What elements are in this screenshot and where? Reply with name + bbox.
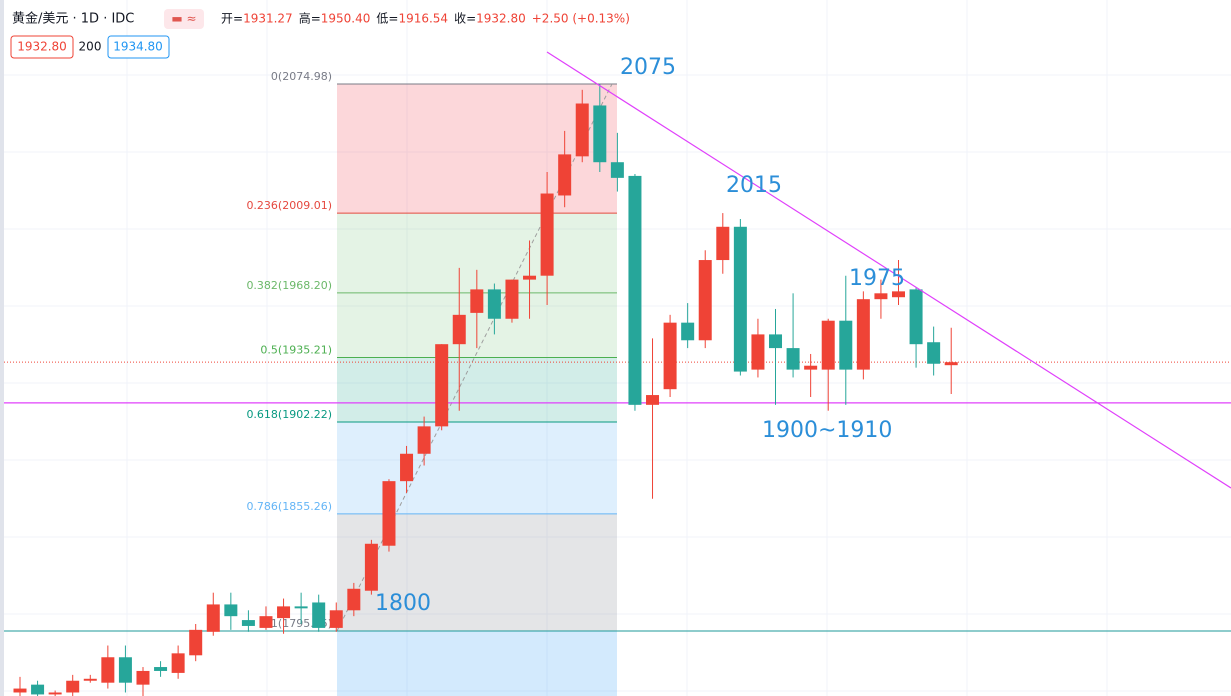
fib-zone [337, 630, 617, 696]
candle-body [259, 616, 273, 628]
candle-body [909, 289, 923, 345]
candle-body [874, 293, 888, 300]
candle-body [101, 657, 115, 683]
trendline [546, 51, 1231, 489]
candle-body [769, 334, 783, 349]
change: +2.50 (+0.13%) [532, 12, 630, 26]
candle-body [733, 226, 747, 372]
annotation: 2015 [726, 173, 782, 198]
candle-body [277, 606, 291, 619]
candle-body [417, 426, 431, 454]
field-value: 1931.27 [243, 12, 293, 26]
candle-body [628, 175, 642, 405]
annotation: 2075 [620, 55, 676, 80]
candle-body [610, 162, 624, 178]
left-edge [0, 0, 4, 696]
candle-body [646, 395, 660, 405]
field-value: 1950.40 [321, 12, 371, 26]
candle-body [435, 344, 449, 427]
candle-body [470, 289, 484, 313]
field-label: 高= [299, 11, 321, 26]
candle-body [487, 289, 501, 319]
field-label: 低= [376, 12, 398, 26]
field-value: 1932.80 [476, 12, 526, 26]
fib-label: 0.236(2009.01) [246, 199, 332, 212]
ask-badge[interactable] [107, 35, 170, 59]
compare-icon: ▬ ≈ [171, 12, 196, 26]
candle-body [523, 275, 537, 280]
header: 黄金/美元 · 1D · IDC ▬ ≈ 开= 1931.27 高= 1950.40 低… [10, 9, 630, 59]
fib-label: 0(2074.98) [271, 70, 332, 83]
candle-body [804, 365, 818, 370]
compare-button[interactable] [164, 9, 204, 29]
candle-body [698, 260, 712, 341]
candle-body [575, 103, 589, 157]
candle-body [171, 653, 185, 673]
fib-zone [337, 357, 617, 423]
candle-body [31, 684, 45, 695]
candle-body [839, 320, 853, 370]
fib-label: 0.382(1968.20) [246, 279, 332, 292]
candle-body [364, 543, 378, 591]
bid-value: 1932.80 [17, 40, 67, 54]
fib-label: 0.618(1902.22) [246, 408, 332, 421]
candle-body [927, 342, 941, 364]
candle-body [241, 620, 255, 626]
candle-body [716, 226, 730, 261]
fib-zone [337, 422, 617, 514]
spread: 200 [79, 40, 102, 54]
bid-badge[interactable] [10, 35, 74, 59]
candle-body [13, 688, 27, 693]
candle-body [786, 348, 800, 370]
candle-body [821, 320, 835, 370]
candle-body [118, 657, 132, 683]
candle-body [294, 606, 308, 609]
candle-body [681, 322, 695, 341]
candle-body [66, 680, 80, 693]
candle-body [558, 154, 572, 196]
candle-body [83, 678, 97, 681]
candle-body [892, 291, 905, 298]
candle-body [347, 588, 361, 611]
candle-body [48, 692, 62, 695]
fib-label: 0.786(1855.26) [246, 500, 332, 513]
fib-zone [337, 83, 617, 214]
candle-body [856, 299, 870, 370]
grid [4, 0, 1231, 696]
candle-body [382, 481, 396, 546]
field-value: 1916.54 [398, 12, 448, 26]
annotation: 1900~1910 [762, 418, 892, 443]
candle-body [154, 667, 168, 671]
candle-body [944, 362, 958, 366]
field-label: 开= [221, 12, 243, 26]
candle-body [452, 314, 466, 345]
candle-body [663, 322, 677, 390]
candle-body [540, 193, 554, 276]
ask-value: 1934.80 [113, 40, 163, 54]
candle-body [136, 670, 150, 685]
candle-body [206, 604, 220, 632]
candle-body [400, 453, 414, 482]
candle-body [189, 629, 203, 656]
field-label: 收= [454, 12, 476, 26]
candle-body [312, 602, 326, 628]
candle-body [593, 105, 607, 163]
annotation: 1975 [849, 266, 905, 291]
plot: 0(2074.98) 0.236(2009.01) 0.382(1968.20) 0.… [4, 51, 1231, 696]
candle-body [505, 279, 519, 319]
annotation: 1800 [375, 591, 431, 616]
symbol: 黄金/美元 · 1D · IDC [12, 11, 134, 27]
candle-body [329, 610, 343, 628]
ohlc-fields: 开= 1931.27 高= 1950.40 低= 1916.54 收= 1932.80 +2.5… [221, 11, 630, 26]
fib-label: 0.5(1935.21) [260, 343, 332, 356]
candle-body [224, 604, 238, 617]
candle-body [751, 334, 765, 370]
